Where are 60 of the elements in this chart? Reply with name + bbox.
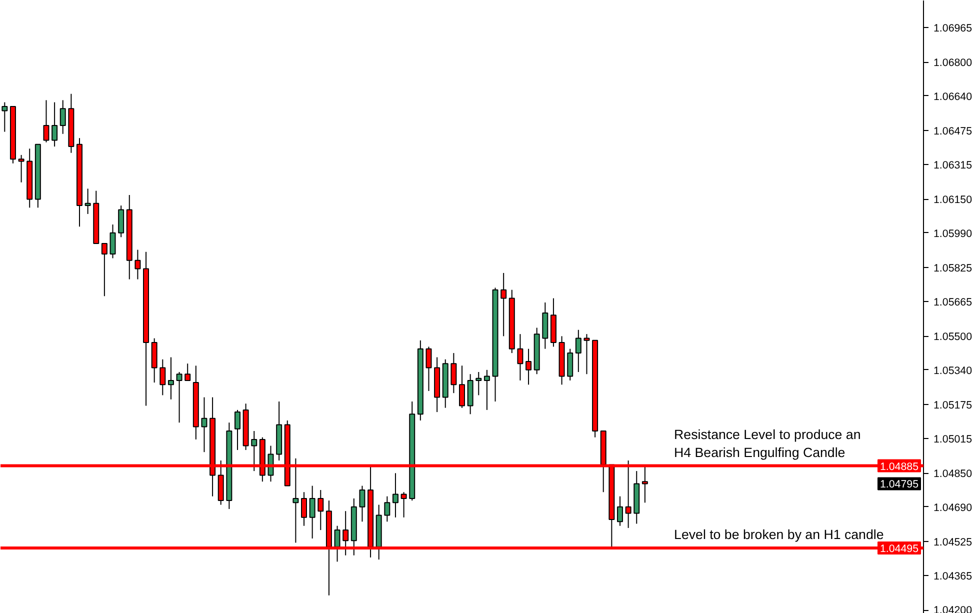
candlestick	[43, 100, 50, 143]
candlestick	[234, 409, 240, 450]
y-tick-label: 1.04850	[934, 468, 972, 480]
annotation: 1.04495	[880, 542, 919, 555]
candlestick	[134, 249, 141, 280]
candlestick	[292, 458, 299, 544]
candlestick	[426, 346, 432, 392]
candlestick	[450, 352, 457, 394]
candlestick	[400, 492, 407, 518]
candlestick	[168, 356, 174, 400]
candlestick	[459, 365, 465, 408]
candlestick	[484, 369, 490, 410]
candlestick	[567, 348, 574, 381]
candlestick	[201, 396, 208, 453]
y-tick-label: 1.06965	[934, 22, 972, 34]
candlestick	[584, 334, 590, 375]
candlestick	[110, 224, 116, 259]
candlestick	[500, 272, 507, 337]
candlestick	[2, 102, 8, 132]
annotation: 1.04795	[880, 478, 919, 491]
y-tick-label: 1.05990	[934, 228, 972, 240]
candlestick	[384, 496, 390, 522]
candlestick	[84, 188, 91, 214]
candlestick	[301, 492, 308, 526]
candlestick	[575, 329, 582, 373]
candlestick	[334, 525, 340, 562]
y-tick-label: 1.06800	[934, 57, 972, 70]
candlestick	[52, 102, 58, 148]
ref-line-label: Level to be broken by an H1 candle	[674, 526, 884, 542]
y-tick-label: 1.04365	[934, 570, 972, 582]
candlestick	[517, 334, 524, 381]
y-tick-label: 1.06640	[934, 90, 972, 103]
y-tick-label: 1.05500	[934, 331, 972, 344]
y-tick-label: 1.04525	[934, 536, 972, 549]
y-tick-label: 1.05665	[934, 296, 972, 308]
y-tick-label: 1.05015	[934, 433, 972, 446]
candlestick	[318, 490, 324, 531]
candlestick	[118, 205, 124, 238]
candlestick	[101, 242, 108, 297]
candlestick	[176, 372, 182, 424]
candlestick	[392, 472, 398, 518]
y-tick-label: 1.05825	[934, 262, 972, 275]
candlestick	[526, 348, 532, 386]
candlestick	[251, 430, 258, 472]
candlestick	[18, 154, 24, 183]
candlestick	[60, 100, 66, 134]
y-tick-label: 1.05340	[934, 364, 972, 377]
y-tick-label: 1.06475	[934, 126, 972, 138]
y-tick-label: 1.06150	[934, 194, 972, 206]
candlestick	[309, 485, 316, 539]
candlestick	[476, 372, 482, 396]
ref-line-label: Resistance Level to produce an H4 Bearish Engulfing Candle	[674, 426, 861, 460]
candlestick	[160, 358, 166, 396]
y-tick-label: 1.05175	[934, 400, 972, 412]
candlestick	[359, 485, 366, 522]
y-tick-label: 1.06315	[934, 159, 972, 172]
y-tick-label: 1.04690	[934, 502, 972, 514]
candlestick	[184, 363, 191, 381]
candlestick	[616, 496, 623, 526]
annotation: 1.04885	[880, 460, 919, 473]
